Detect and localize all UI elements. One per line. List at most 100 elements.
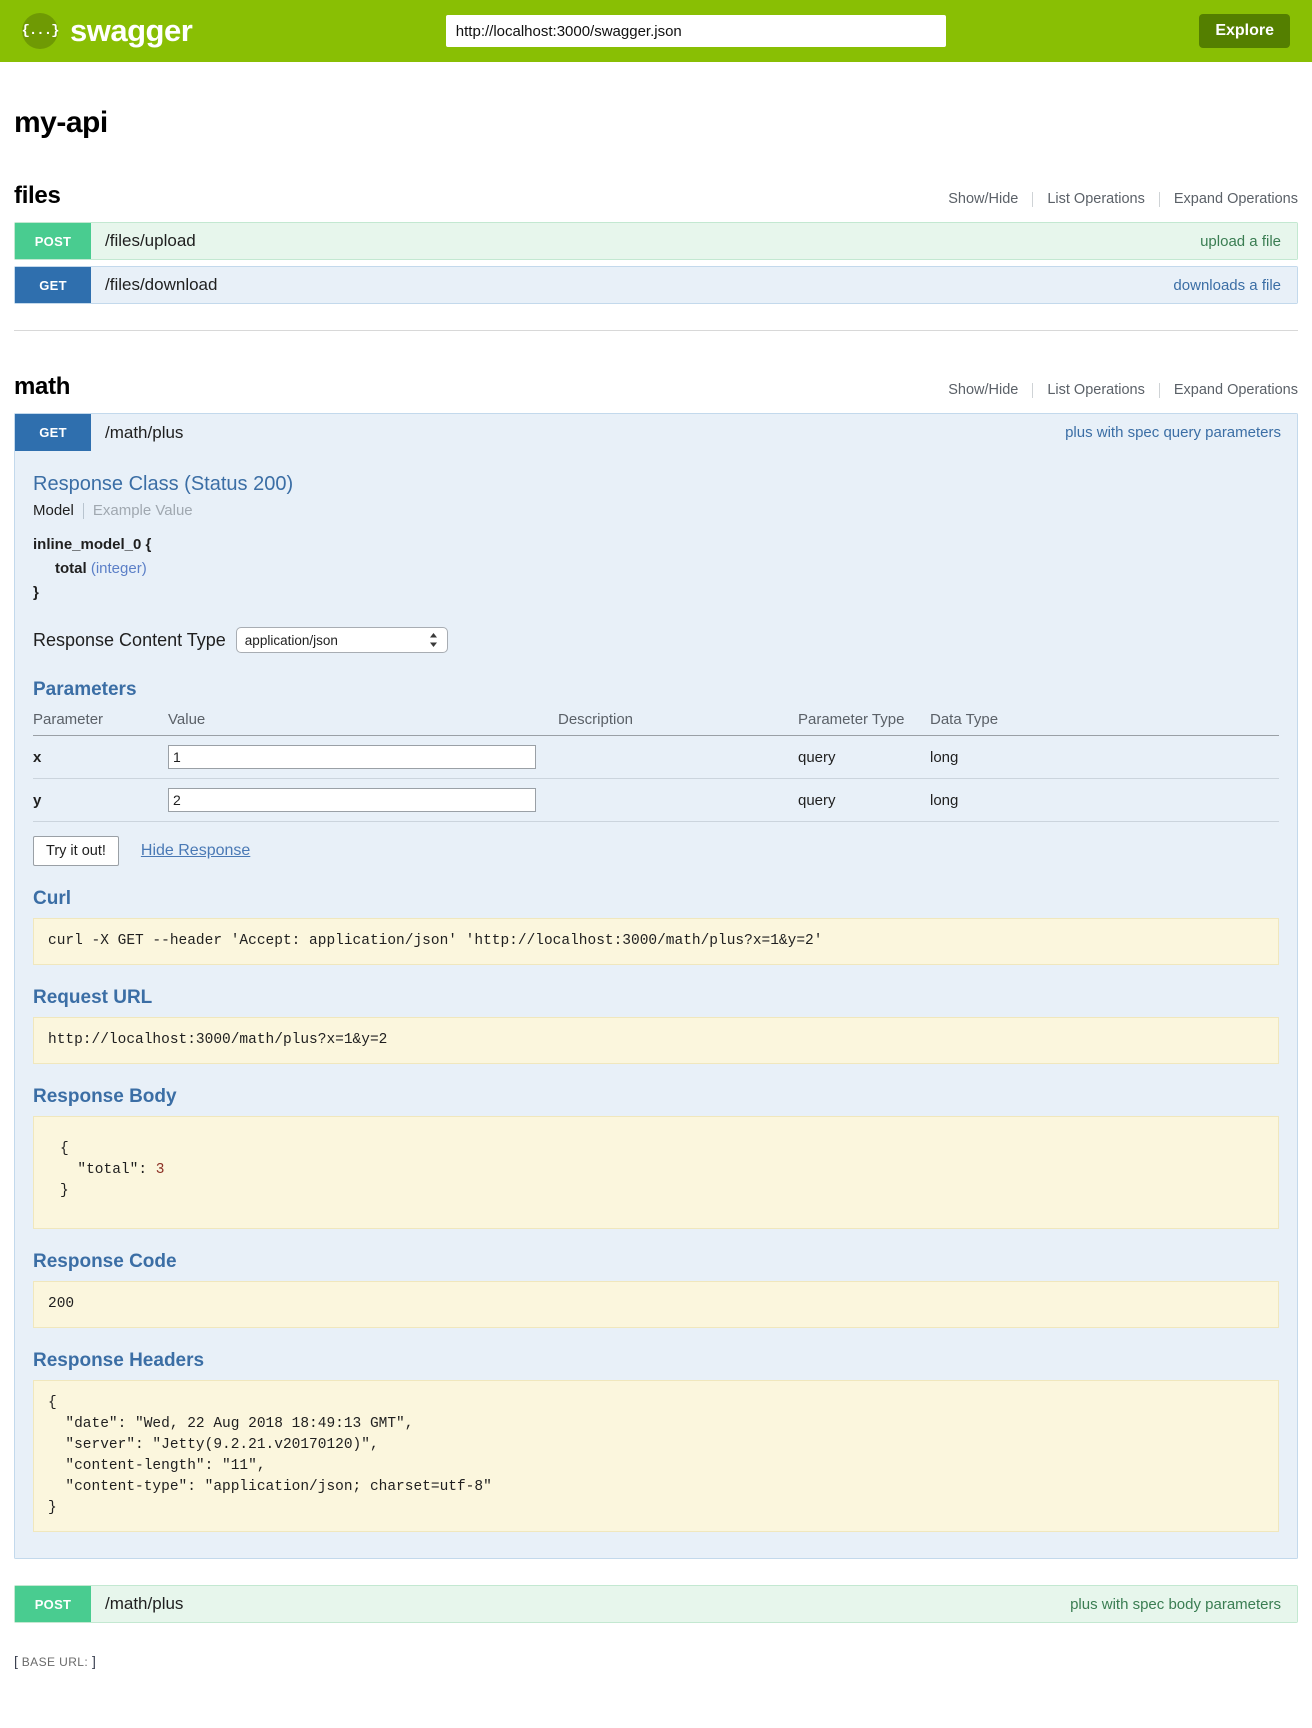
parameter-input-y[interactable] [168, 788, 536, 812]
resource-options-math: Show/Hide List Operations Expand Operati… [934, 382, 1298, 398]
model-property-type: (integer) [90, 560, 147, 577]
column-header-description: Description [558, 707, 798, 736]
model-property-row: total (integer) [33, 557, 1279, 581]
swagger-logo-text: swagger [70, 13, 193, 48]
operation-path: /files/download [105, 275, 218, 294]
operation-post-math-plus[interactable]: POST /math/plus plus with spec body para… [14, 1585, 1298, 1624]
footer-open-bracket: [ [14, 1653, 18, 1670]
list-operations-link-math[interactable]: List Operations [1047, 382, 1145, 398]
operation-path: /math/plus [105, 1594, 184, 1614]
column-header-value: Value [168, 707, 558, 736]
spec-url-input[interactable] [445, 15, 946, 47]
parameter-data-type-x: long [930, 735, 1279, 779]
action-row: Try it out! Hide Response [33, 836, 1279, 866]
operation-details: Response Class (Status 200) Model Exampl… [14, 451, 1298, 1560]
response-content-type-label: Response Content Type [33, 629, 226, 650]
operation-get-math-plus[interactable]: GET /math/plus plus with spec query para… [14, 413, 1298, 1560]
chevron-updown-icon [429, 632, 438, 648]
parameter-description-y [558, 778, 798, 822]
parameter-name-x: x [33, 735, 168, 779]
parameter-input-x[interactable] [168, 745, 536, 769]
swagger-logo[interactable]: {...} swagger [22, 13, 193, 49]
parameter-value-cell [168, 735, 558, 779]
operation-summary[interactable]: downloads a file [1173, 276, 1281, 294]
response-body-label: Response Body [33, 1086, 177, 1108]
response-body-value: { "total": 3 } [33, 1116, 1279, 1230]
swagger-braces-icon: {...} [22, 13, 60, 49]
options-divider [1032, 191, 1034, 207]
list-operations-link-files[interactable]: List Operations [1047, 191, 1145, 207]
base-url-label: BASE URL: [21, 1655, 89, 1670]
json-brace-close: } [60, 1183, 69, 1200]
request-url-label: Request URL [33, 987, 153, 1009]
operation-header[interactable]: GET /files/download downloads a file [14, 266, 1298, 304]
resource-header: math Show/Hide List Operations Expand Op… [14, 373, 1298, 409]
topbar: {...} swagger Explore [0, 0, 1312, 62]
tab-divider [82, 502, 84, 519]
section-divider [14, 330, 1298, 331]
json-brace-open: { [60, 1141, 69, 1158]
tab-model[interactable]: Model [33, 502, 74, 519]
response-code-label: Response Code [33, 1251, 177, 1273]
resource-name-math[interactable]: math [14, 373, 71, 400]
model-name: inline_model_0 { [33, 536, 152, 553]
operation-post-files-upload[interactable]: POST /files/upload upload a file [14, 222, 1298, 260]
parameter-description-x [558, 735, 798, 779]
model-signature: inline_model_0 { total (integer) } [33, 533, 1279, 605]
tab-example-value[interactable]: Example Value [92, 502, 193, 519]
method-badge-post: POST [15, 223, 91, 259]
response-headers-label: Response Headers [33, 1350, 205, 1372]
parameter-data-type-y: long [930, 778, 1279, 822]
operations-list-files: POST /files/upload upload a file GET /fi… [14, 222, 1298, 304]
expand-operations-link-files[interactable]: Expand Operations [1173, 191, 1298, 207]
hide-response-link[interactable]: Hide Response [140, 842, 251, 859]
show-hide-link-files[interactable]: Show/Hide [948, 191, 1019, 207]
operation-header[interactable]: POST /files/upload upload a file [14, 222, 1298, 260]
resource-options-files: Show/Hide List Operations Expand Operati… [934, 191, 1298, 207]
operation-summary[interactable]: upload a file [1200, 232, 1281, 250]
try-it-out-button[interactable]: Try it out! [33, 836, 119, 866]
parameter-name-y: y [33, 778, 168, 822]
model-tabs: Model Example Value [33, 502, 1279, 519]
json-value-total: 3 [155, 1162, 165, 1179]
parameter-type-y: query [798, 778, 930, 822]
response-headers-value: { "date": "Wed, 22 Aug 2018 18:49:13 GMT… [33, 1380, 1279, 1533]
resource-name-files[interactable]: files [14, 182, 61, 209]
parameter-value-cell [168, 778, 558, 822]
expand-operations-link-math[interactable]: Expand Operations [1173, 382, 1298, 398]
method-badge-get: GET [15, 414, 91, 451]
show-hide-link-math[interactable]: Show/Hide [948, 382, 1019, 398]
request-url-value: http://localhost:3000/math/plus?x=1&y=2 [33, 1017, 1279, 1065]
operation-summary[interactable]: plus with spec body parameters [1070, 1595, 1281, 1613]
parameters-table: Parameter Value Description Parameter Ty… [33, 707, 1279, 822]
operation-header[interactable]: POST /math/plus plus with spec body para… [14, 1585, 1298, 1624]
table-row: y query long [33, 778, 1279, 822]
resource-header: files Show/Hide List Operations Expand O… [14, 182, 1298, 218]
parameter-type-x: query [798, 735, 930, 779]
response-content-type-row: Response Content Type application/json [33, 627, 1279, 653]
operation-header[interactable]: GET /math/plus plus with spec query para… [14, 413, 1298, 451]
json-key-total: "total": [60, 1162, 156, 1179]
footer-close-bracket: ] [91, 1653, 96, 1670]
operation-path: /math/plus [105, 422, 184, 442]
response-content-type-select[interactable]: application/json [235, 627, 448, 653]
footer: [ BASE URL: ] [14, 1653, 1298, 1669]
resource-files: files Show/Hide List Operations Expand O… [14, 182, 1298, 304]
operations-list-math: GET /math/plus plus with spec query para… [14, 413, 1298, 1624]
curl-label: Curl [33, 888, 71, 909]
resource-math: math Show/Hide List Operations Expand Op… [14, 373, 1298, 1624]
operation-get-files-download[interactable]: GET /files/download downloads a file [14, 266, 1298, 304]
explore-button[interactable]: Explore [1199, 14, 1290, 48]
column-header-parameter: Parameter [33, 707, 168, 736]
spec-url-form [192, 15, 1199, 47]
response-content-type-value: application/json [244, 632, 338, 648]
operation-summary[interactable]: plus with spec query parameters [1065, 424, 1281, 441]
response-code-value: 200 [33, 1281, 1279, 1329]
method-badge-get: GET [15, 267, 91, 303]
column-header-parameter-type: Parameter Type [798, 707, 930, 736]
model-close-brace: } [33, 584, 39, 601]
options-divider [1032, 382, 1034, 398]
table-row: x query long [33, 735, 1279, 779]
column-header-data-type: Data Type [930, 707, 1279, 736]
operation-path: /files/upload [105, 231, 196, 250]
